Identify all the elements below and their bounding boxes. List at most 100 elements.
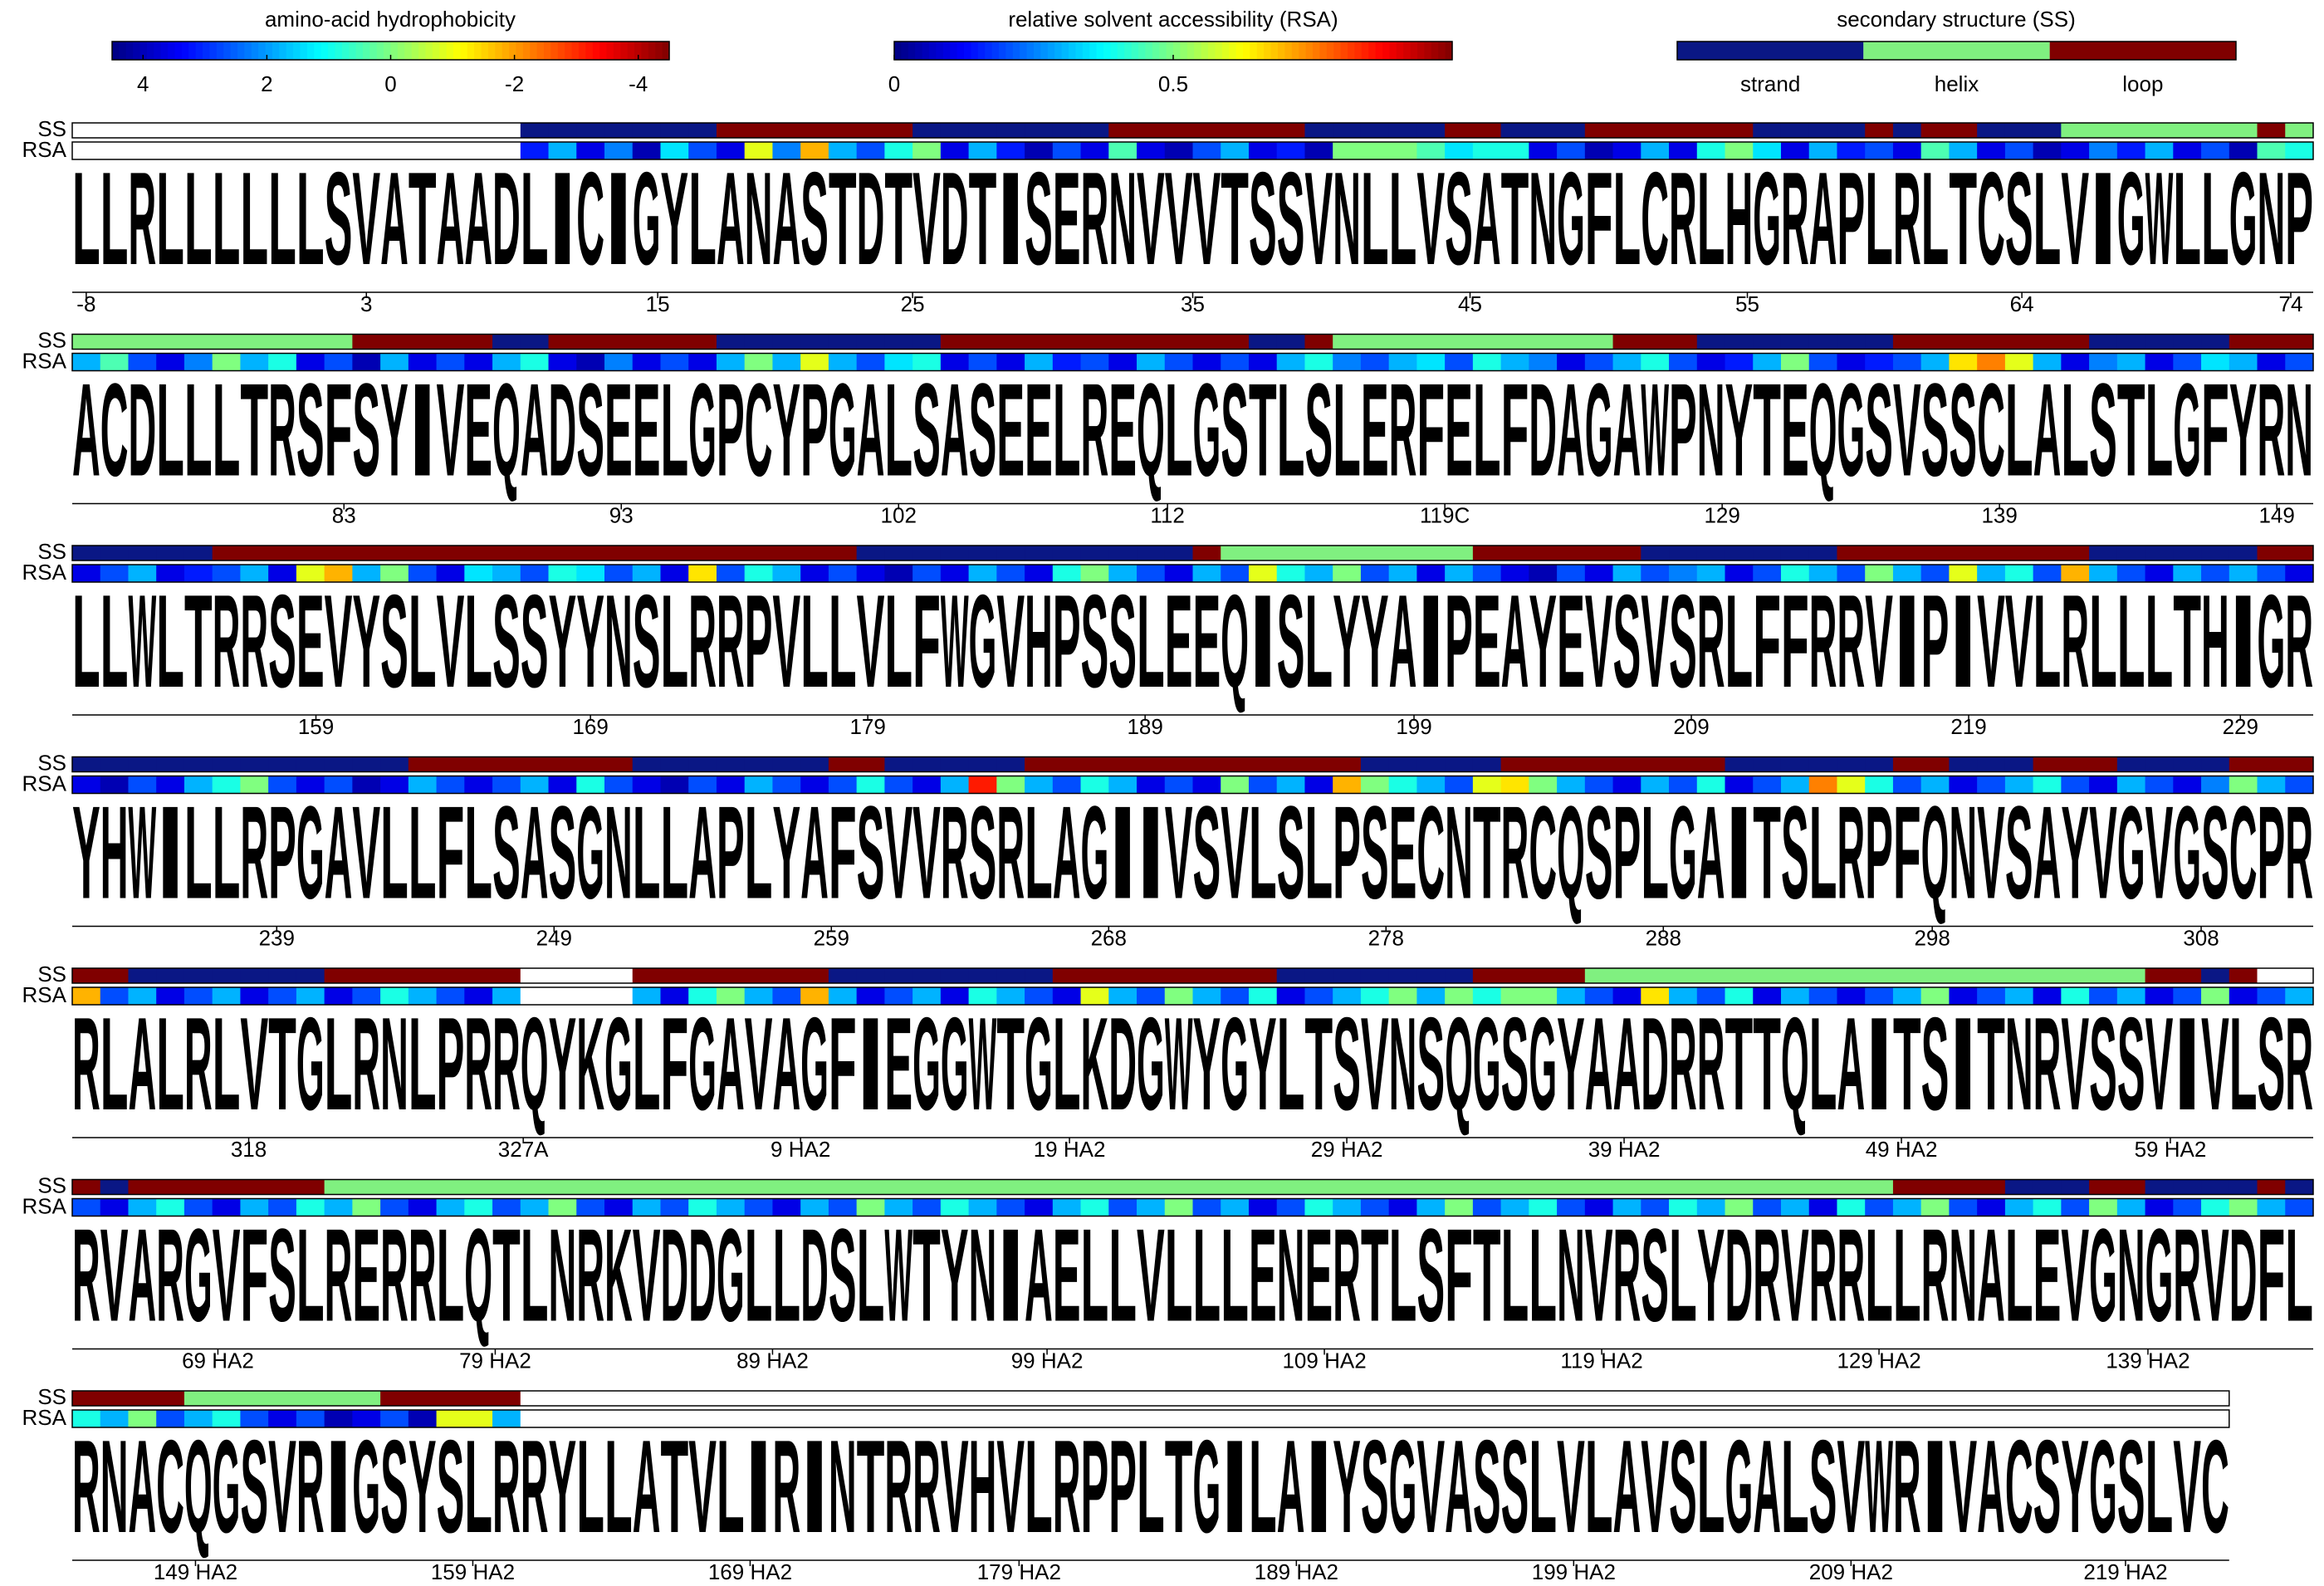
- rsa-cell: [2229, 565, 2258, 582]
- residue: E: [352, 1201, 380, 1349]
- rsa-cell: [128, 565, 157, 582]
- rsa-cell: [1808, 1198, 1837, 1216]
- x-tick-label: 39 HA2: [1588, 1137, 1661, 1162]
- rsa-cell: [1529, 565, 1558, 582]
- rsa-cell: [1416, 1198, 1446, 1216]
- colorbar-cell: [1012, 42, 1020, 60]
- residue: Q: [1781, 990, 1809, 1138]
- rsa-cell: [2145, 1198, 2174, 1216]
- colorbar-cell: [474, 42, 482, 60]
- residue: R: [1837, 1201, 1865, 1349]
- ss-cell: [1808, 123, 1837, 138]
- rsa-cell: [296, 776, 325, 794]
- ss-cell: [2201, 968, 2230, 983]
- rsa-cell: [1753, 142, 1782, 159]
- ss-cell: [1808, 1391, 1837, 1406]
- ss-cell: [380, 968, 409, 983]
- colorbar-cell: [627, 42, 635, 60]
- colorbar-tick-label: 4: [137, 71, 149, 96]
- ss-cell: [1696, 968, 1726, 983]
- rsa-cell: [268, 1198, 297, 1216]
- ss-cell: [128, 123, 157, 138]
- residue: N: [1949, 778, 1977, 926]
- rsa-cell: [2285, 987, 2314, 1005]
- ss-cell: [1192, 334, 1221, 350]
- residue: V: [996, 567, 1025, 715]
- ss-cell: [156, 1391, 185, 1406]
- residue: L: [1053, 355, 1081, 503]
- rsa-cell: [1137, 987, 1166, 1005]
- hydrophobicity-title: amino-acid hydrophobicity: [265, 7, 516, 32]
- ss-cell: [2285, 123, 2314, 138]
- residue: K: [1081, 990, 1109, 1138]
- rsa-cell: [1949, 565, 1978, 582]
- residue: Q: [184, 1412, 213, 1560]
- ss-cell: [2061, 968, 2090, 983]
- colorbar-cell: [146, 42, 154, 60]
- residue: L: [633, 778, 661, 926]
- ss-cell: [1837, 123, 1866, 138]
- residue: V: [1977, 778, 2005, 926]
- rsa-cell: [604, 987, 634, 1005]
- residue: S: [380, 1412, 409, 1560]
- residue: P: [1333, 778, 1361, 926]
- rsa-cell: [1472, 987, 1502, 1005]
- ss-cell: [828, 756, 858, 772]
- ss-cell: [1500, 1179, 1529, 1195]
- residue: N: [380, 990, 409, 1138]
- rsa-cell: [1388, 776, 1417, 794]
- rsa-cell: [1445, 353, 1474, 371]
- rsa-cell: [1977, 565, 2006, 582]
- ss-cell: [1445, 546, 1474, 560]
- ss-track-frame: [71, 122, 2314, 139]
- residue: A: [72, 355, 100, 503]
- rsa-cell: [1612, 353, 1641, 371]
- residue: L: [1781, 1412, 1809, 1560]
- ss-cell: [2116, 334, 2146, 350]
- rsa-cell: [240, 1198, 269, 1216]
- residue: L: [213, 990, 241, 1138]
- residue: Y: [772, 778, 800, 926]
- residue: V: [1416, 144, 1445, 292]
- ss-cell: [1221, 968, 1250, 983]
- residue: L: [268, 144, 296, 292]
- residue: G: [717, 1201, 745, 1349]
- ss-cell: [1416, 756, 1446, 772]
- ss-cell: [716, 968, 746, 983]
- ss-cell: [2229, 123, 2258, 138]
- residue: V: [100, 1201, 129, 1349]
- rsa-cell: [408, 1410, 438, 1427]
- colorbar-cell: [550, 42, 559, 60]
- residue: A: [1277, 1412, 1305, 1560]
- rsa-cell: [1500, 987, 1529, 1005]
- residue: S: [1361, 1412, 1389, 1560]
- rsa-cell: [1164, 987, 1193, 1005]
- rsa-cell: [1780, 353, 1810, 371]
- x-tick-label: 239: [259, 925, 295, 950]
- residue: N: [1333, 144, 1361, 292]
- rsa-cell: [183, 776, 213, 794]
- rsa-cell: [884, 565, 913, 582]
- ss-cell: [1416, 546, 1446, 560]
- rsa-cell: [1388, 1410, 1417, 1427]
- ss-cell: [2145, 756, 2174, 772]
- rsa-cell: [2257, 987, 2286, 1005]
- ss-cell: [996, 334, 1025, 350]
- rsa-cell: [2173, 353, 2202, 371]
- ss-track-label: SS: [37, 327, 66, 352]
- residue: L: [1304, 778, 1333, 926]
- residue: S: [2117, 1412, 2145, 1560]
- rsa-cell: [1725, 565, 1754, 582]
- ss-cell: [1360, 546, 1390, 560]
- rsa-cell: [436, 776, 465, 794]
- residue: Q: [521, 990, 549, 1138]
- rsa-cell: [1669, 1410, 1698, 1427]
- residue: R: [128, 144, 156, 292]
- colorbar-cell: [306, 42, 315, 60]
- rsa-cell: [604, 142, 634, 159]
- ss-cell: [1865, 1179, 1894, 1195]
- rsa-cell: [1276, 1410, 1305, 1427]
- ss-title: secondary structure (SS): [1837, 7, 2076, 32]
